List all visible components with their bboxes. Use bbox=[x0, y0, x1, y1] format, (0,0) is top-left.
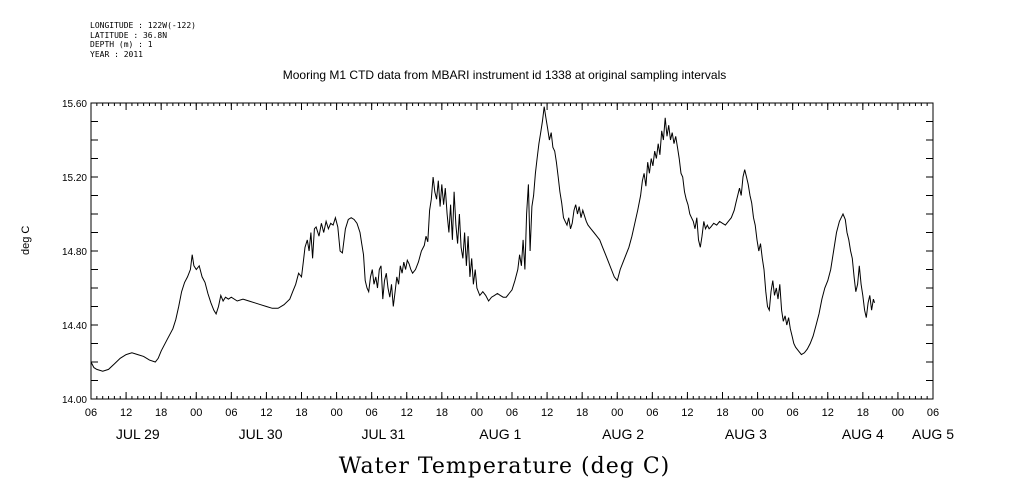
y-tick-label: 14.40 bbox=[62, 321, 87, 332]
x-tick-label: 18 bbox=[436, 407, 448, 419]
x-tick-label: 06 bbox=[787, 407, 799, 419]
x-tick-label: 00 bbox=[190, 407, 202, 419]
x-day-label: AUG 4 bbox=[842, 426, 884, 442]
x-tick-label: 00 bbox=[471, 407, 483, 419]
x-tick-label: 06 bbox=[225, 407, 237, 419]
x-tick-label: 06 bbox=[366, 407, 378, 419]
y-tick-label: 14.00 bbox=[62, 395, 87, 406]
axis-ticks bbox=[90, 102, 934, 400]
x-tick-label: 12 bbox=[681, 407, 693, 419]
x-tick-label: 00 bbox=[330, 407, 342, 419]
x-tick-label: 06 bbox=[646, 407, 658, 419]
x-day-label: AUG 5 bbox=[912, 426, 954, 442]
x-day-label: JUL 30 bbox=[239, 426, 283, 442]
x-day-label: AUG 3 bbox=[725, 426, 767, 442]
x-tick-label: 18 bbox=[716, 407, 728, 419]
longitude-label: LONGITUDE : 122W(-122) bbox=[90, 21, 196, 30]
x-tick-label: 12 bbox=[541, 407, 553, 419]
x-tick-label: 12 bbox=[260, 407, 272, 419]
chart-title: Mooring M1 CTD data from MBARI instrumen… bbox=[282, 68, 727, 82]
depth-label: DEPTH (m) : 1 bbox=[90, 40, 153, 49]
x-tick-label: 12 bbox=[822, 407, 834, 419]
x-tick-label: 00 bbox=[611, 407, 623, 419]
x-tick-label: 00 bbox=[751, 407, 763, 419]
x-day-label: AUG 1 bbox=[479, 426, 521, 442]
x-day-label: JUL 31 bbox=[361, 426, 405, 442]
x-tick-label: 06 bbox=[927, 407, 939, 419]
y-tick-label: 14.80 bbox=[62, 247, 87, 258]
x-tick-label: 06 bbox=[506, 407, 518, 419]
y-tick-label: 15.60 bbox=[62, 99, 87, 110]
x-tick-label: 12 bbox=[401, 407, 413, 419]
water-temperature-line bbox=[90, 106, 875, 372]
metadata-block: LONGITUDE : 122W(-122) LATITUDE : 36.8N … bbox=[90, 21, 196, 59]
x-axis-title: Water Temperature (deg C) bbox=[338, 454, 671, 479]
y-tick-label: 15.20 bbox=[62, 173, 87, 184]
x-tick-label: 18 bbox=[155, 407, 167, 419]
plot-frame bbox=[90, 102, 934, 400]
x-tick-label: 18 bbox=[295, 407, 307, 419]
x-tick-label: 00 bbox=[892, 407, 904, 419]
x-day-label: JUL 29 bbox=[116, 426, 160, 442]
axis-tick-labels: 06 12 18 00 06 12 18 00 06 12 18 00 06 12 18 00 06 12 18 00… bbox=[62, 99, 954, 442]
year-label: YEAR : 2011 bbox=[90, 49, 143, 59]
x-day-label: AUG 2 bbox=[602, 426, 644, 442]
x-tick-label: 12 bbox=[120, 407, 132, 419]
x-tick-label: 18 bbox=[857, 407, 869, 419]
x-tick-label: 06 bbox=[85, 407, 97, 419]
x-tick-label: 18 bbox=[576, 407, 588, 419]
latitude-label: LATITUDE : 36.8N bbox=[90, 30, 168, 40]
